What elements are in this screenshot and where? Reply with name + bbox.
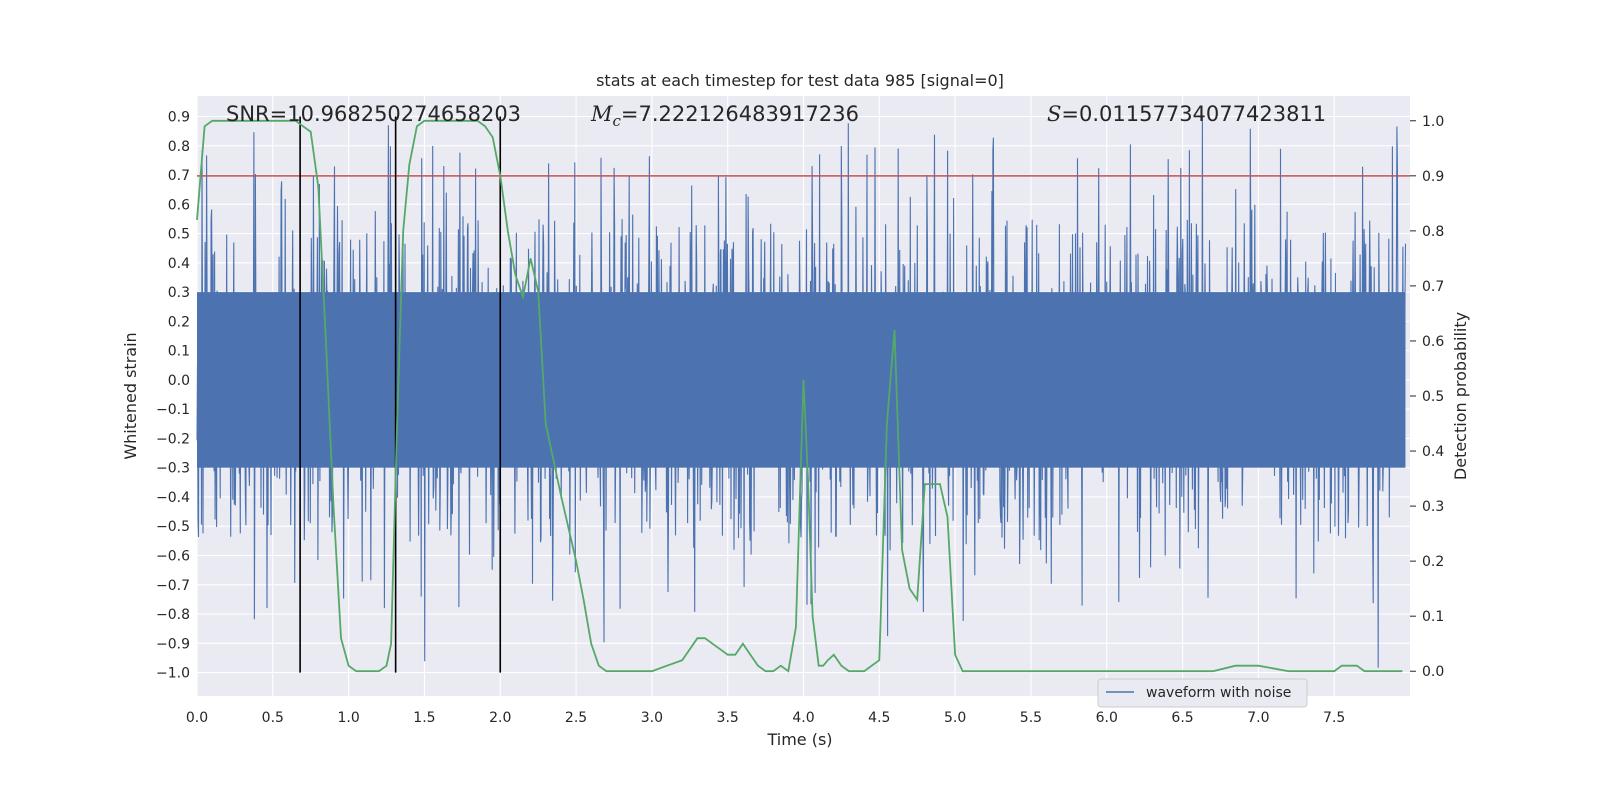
y-axis-label: Whitened strain	[121, 332, 140, 459]
x-tick-label: 6.5	[1171, 710, 1193, 726]
s-symbol: S	[1047, 102, 1061, 126]
x-axis-label: Time (s)	[766, 730, 832, 749]
chart-title: stats at each timestep for test data 985…	[596, 71, 1004, 90]
y2-tick-labels: 0.0 0.1 0.2 0.3 0.4 0.5 0.6 0.7 0.8 0.9 1.0	[1410, 114, 1444, 680]
s-annotation: S=0.01157734077423811	[1047, 102, 1326, 126]
y-tick-label: 0.5	[168, 227, 190, 243]
y2-tick-label: 0.1	[1422, 609, 1444, 625]
s-value: =0.01157734077423811	[1061, 102, 1326, 126]
x-tick-label: 0.0	[186, 710, 208, 726]
y2-tick-label: 0.9	[1422, 169, 1444, 185]
x-tick-label: 6.0	[1096, 710, 1118, 726]
x-tick-label: 3.0	[641, 710, 663, 726]
legend: waveform with noise	[1097, 678, 1308, 708]
y2-axis-label: Detection probability	[1451, 312, 1470, 480]
y-tick-label: 0.2	[168, 314, 190, 330]
y-tick-label: 0.6	[168, 197, 190, 213]
y-tick-label: 0.9	[168, 109, 190, 125]
y-tick-label: −0.1	[156, 402, 190, 418]
y-tick-labels: −1.0 −0.9 −0.8 −0.7 −0.6 −0.5 −0.4 −0.3 −0.2 −0.1…	[156, 109, 190, 681]
x-tick-label: 5.0	[944, 710, 966, 726]
y2-tick-label: 1.0	[1422, 114, 1444, 130]
x-tick-label: 2.5	[565, 710, 587, 726]
x-tick-label: 3.5	[717, 710, 739, 726]
y-tick-label: −0.5	[156, 519, 190, 535]
vertical-lines	[299, 116, 502, 673]
y-tick-label: −0.7	[156, 578, 190, 594]
legend-box	[1097, 678, 1308, 708]
x-tick-label: 4.0	[792, 710, 814, 726]
snr-annotation: SNR=10.968250274658203	[226, 102, 521, 126]
y-tick-label: 0.4	[168, 256, 190, 272]
y-tick-label: 0.1	[168, 344, 190, 360]
mc-value: =7.222126483917236	[621, 102, 859, 126]
y-tick-label: −1.0	[156, 666, 190, 682]
y2-tick-label: 0.5	[1422, 389, 1444, 405]
y-tick-label: −0.8	[156, 607, 190, 623]
y-tick-label: −0.2	[156, 431, 190, 447]
legend-label: waveform with noise	[1146, 685, 1291, 701]
y2-tick-label: 0.3	[1422, 499, 1444, 515]
x-tick-label: 2.0	[489, 710, 511, 726]
y2-tick-label: 0.2	[1422, 554, 1444, 570]
y-tick-label: −0.4	[156, 490, 190, 506]
x-tick-label: 0.5	[262, 710, 284, 726]
y-tick-label: −0.9	[156, 636, 190, 652]
x-tick-label: 1.5	[413, 710, 435, 726]
x-tick-label: 7.5	[1323, 710, 1345, 726]
chirp-mass-annotation: Mc=7.222126483917236	[590, 102, 859, 130]
y2-tick-label: 0.7	[1422, 279, 1444, 295]
probability-series	[196, 119, 1403, 673]
y-tick-label: 0.3	[168, 285, 190, 301]
x-tick-label: 1.0	[337, 710, 359, 726]
y-tick-label: −0.3	[156, 461, 190, 477]
x-tick-labels: 0.0 0.5 1.0 1.5 2.0 2.5 3.0 3.5 4.0 4.5 5.0 5.5 6.0 6…	[186, 710, 1345, 726]
mc-subscript: c	[613, 112, 622, 130]
probability-line	[196, 119, 1403, 673]
y2-tick-label: 0.6	[1422, 334, 1444, 350]
waveform-line	[196, 116, 1407, 668]
y2-tick-label: 0.4	[1422, 444, 1444, 460]
y-tick-label: 0.7	[168, 168, 190, 184]
y-tick-label: −0.6	[156, 549, 190, 565]
y2-tick-label: 0.0	[1422, 664, 1444, 680]
y-tick-label: 0.0	[168, 373, 190, 389]
x-tick-label: 5.5	[1020, 710, 1042, 726]
x-tick-label: 7.0	[1247, 710, 1269, 726]
y-tick-label: 0.8	[168, 139, 190, 155]
mc-symbol: M	[590, 102, 613, 126]
y2-tick-label: 0.8	[1422, 224, 1444, 240]
x-tick-label: 4.5	[868, 710, 890, 726]
